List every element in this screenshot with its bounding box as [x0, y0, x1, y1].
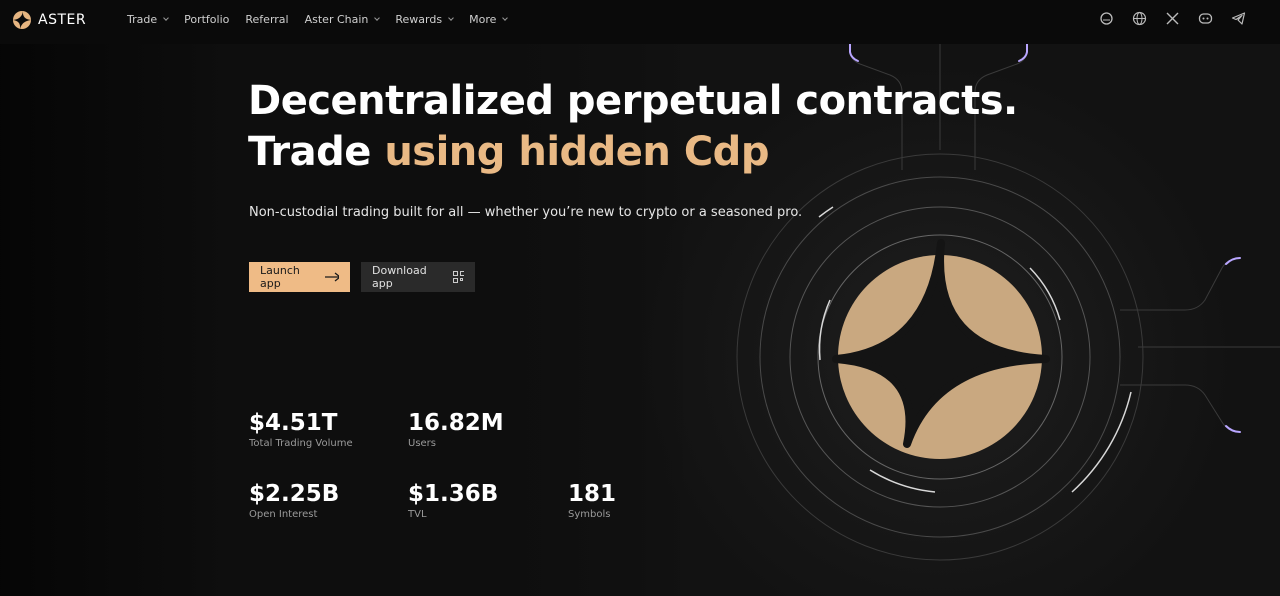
nav-item[interactable]: Referral [245, 13, 289, 26]
hero-title: Decentralized perpetual contracts. Trade… [248, 76, 1018, 178]
stat-value: $4.51T [249, 410, 338, 436]
launch-button[interactable]: Launch app [249, 262, 350, 292]
stat-label: Users [408, 438, 437, 449]
stat-label: Symbols [568, 509, 611, 520]
stat: 16.82M Users [408, 410, 504, 449]
stat-value: 16.82M [408, 410, 504, 436]
brand[interactable]: ASTER [12, 10, 86, 30]
brand-name: ASTER [38, 12, 87, 28]
button-label: Launch app [260, 264, 300, 290]
stat-value: 181 [568, 481, 617, 507]
stat-label: Open Interest [249, 509, 318, 520]
stat: $4.51T Total Trading Volume [249, 410, 353, 449]
arrow-icon [324, 272, 339, 282]
stat: 181 Symbols [568, 481, 616, 520]
title-line: Trade [248, 129, 371, 175]
hero-subtitle: Non-custodial trading built for all — wh… [249, 205, 803, 220]
nav-item[interactable]: More [469, 13, 507, 26]
nav-item[interactable]: Aster Chain [305, 13, 380, 26]
telegram-icon[interactable] [1231, 11, 1246, 26]
title-highlight: using hidden Cdp [384, 129, 769, 175]
nav-item[interactable]: Trade [127, 13, 168, 26]
button-label: Download app [372, 264, 427, 290]
discord-icon[interactable] [1198, 11, 1213, 26]
brand-logo [13, 11, 31, 29]
download-button[interactable]: Download app [361, 262, 475, 292]
stat-label: Total Trading Volume [249, 438, 353, 449]
nav-icons [1099, 11, 1246, 26]
qr-icon [453, 271, 464, 283]
x-icon[interactable] [1165, 11, 1180, 26]
stat: $2.25B Open Interest [249, 481, 339, 520]
chat-icon[interactable] [1099, 11, 1114, 26]
nav-item[interactable]: Portfolio [184, 13, 230, 26]
stat-value: $2.25B [249, 481, 340, 507]
title-line: Decentralized perpetual contracts. [248, 78, 1018, 124]
stat-value: $1.36B [408, 481, 499, 507]
top-nav: ASTER Trade Portfolio Referral Aster Cha… [0, 0, 1280, 44]
nav-menu: Trade Portfolio Referral Aster Chain Rew… [127, 13, 507, 26]
stat: $1.36B TVL [408, 481, 498, 520]
nav-item[interactable]: Rewards [395, 13, 453, 26]
stat-label: TVL [408, 509, 427, 520]
language-icon[interactable] [1132, 11, 1147, 26]
